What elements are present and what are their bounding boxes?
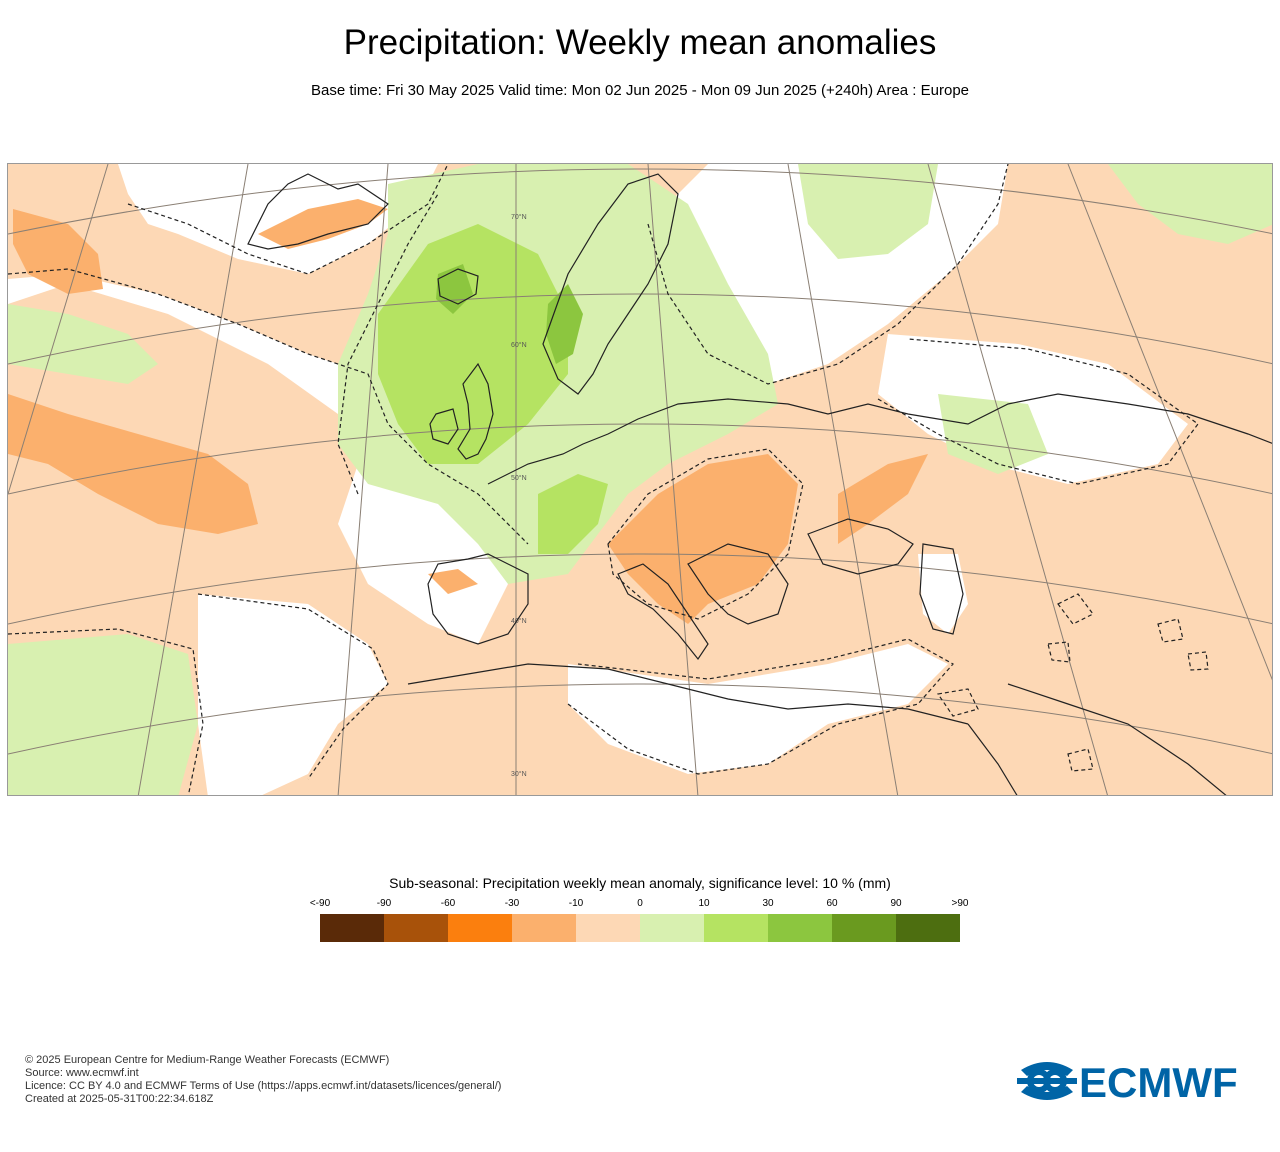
legend-tick: >90 <box>951 898 969 909</box>
footer: © 2025 European Centre for Medium-Range … <box>25 1054 501 1106</box>
dry-area-greenland <box>258 199 388 249</box>
coastline-black-sea <box>807 518 914 575</box>
coastline-north-africa <box>407 663 969 725</box>
legend-tick: 0 <box>637 898 643 909</box>
legend-tick: -90 <box>376 898 392 909</box>
legend-tick: 10 <box>698 898 710 909</box>
neutral-area-south-atlantic <box>198 594 388 795</box>
coastline-ireland <box>429 408 459 445</box>
ecmwf-logo-icon: ECMWF <box>1017 1059 1238 1106</box>
lat-label-50n: 50°N <box>511 474 527 482</box>
dry-area-north-africa <box>428 569 478 594</box>
legend-tick: 90 <box>890 898 902 909</box>
lat-label-70n: 70°N <box>511 213 527 221</box>
logo-wordmark: ECMWF <box>1079 1059 1238 1104</box>
neutral-area-mediterranean-south <box>568 644 948 774</box>
significance-contours <box>8 164 1209 795</box>
neutral-area-caspian <box>918 554 968 634</box>
wet-weak-area-subtropical-atlantic <box>8 634 198 795</box>
legend-tick: <-90 <box>309 898 331 909</box>
dry-area-black-sea <box>838 454 928 544</box>
legend-swatch <box>896 914 960 942</box>
coastlines <box>247 173 1272 795</box>
chart-subtitle: Base time: Fri 30 May 2025 Valid time: M… <box>310 82 969 99</box>
lat-label-60n: 60°N <box>511 341 527 349</box>
legend-title: Sub-seasonal: Precipitation weekly mean … <box>389 875 891 891</box>
dry-area-balkans <box>608 454 798 624</box>
wet-weak-area-arctic-russia <box>798 164 938 259</box>
map-canvas: 70°N 60°N 50°N 40°N 30°N <box>8 164 1272 795</box>
coastline-continent <box>487 393 1272 485</box>
legend-swatch <box>448 914 512 942</box>
wet-weak-area-caucasus <box>938 394 1048 474</box>
legend-swatch <box>320 914 384 942</box>
wet-weak-area-labrador-sea <box>8 304 158 384</box>
legend-swatch <box>512 914 576 942</box>
chart-title: Precipitation: Weekly mean anomalies <box>343 23 937 62</box>
ecmwf-logo: ECMWF <box>1017 1058 1257 1106</box>
wet-strong-area-iceland-sea <box>436 264 473 314</box>
created-text: Created at 2025-05-31T00:22:34.618Z <box>25 1093 214 1105</box>
legend-swatch <box>576 914 640 942</box>
legend-tick: 30 <box>762 898 774 909</box>
lat-label-40n: 40°N <box>511 617 527 625</box>
coastline-red-sea <box>967 723 1018 795</box>
coastline-caspian <box>919 543 964 635</box>
precipitation-anomaly-map[interactable]: 70°N 60°N 50°N 40°N 30°N <box>7 163 1273 796</box>
legend-swatch <box>640 914 704 942</box>
latitude-labels: 70°N 60°N 50°N 40°N 30°N <box>511 213 527 778</box>
coastline-balkans <box>687 543 789 625</box>
coastline-scandinavia <box>542 173 679 395</box>
wet-moderate-area-alps <box>538 474 608 554</box>
legend-swatch <box>832 914 896 942</box>
legend-swatch <box>768 914 832 942</box>
coastline-greenland <box>247 173 389 250</box>
legend-tick: -30 <box>504 898 520 909</box>
neutral-area-central-russia <box>878 334 1188 484</box>
coastline-iceland <box>437 268 479 305</box>
lat-label-30n: 30°N <box>511 770 527 778</box>
coastline-britain <box>457 362 494 460</box>
coastline-arabia <box>1007 683 1227 795</box>
legend-tick: -60 <box>440 898 456 909</box>
coastline-italy <box>617 563 709 661</box>
legend-tick: 60 <box>826 898 838 909</box>
dry-area-mid-atlantic <box>8 394 258 534</box>
legend-swatch <box>384 914 448 942</box>
legend-ticks: <-90 -90 -60 -30 -10 0 10 30 60 90 >90 <box>288 898 992 910</box>
legend-swatch <box>704 914 768 942</box>
neutral-area-atlantic-band <box>8 274 528 644</box>
coastline-iberia <box>427 553 529 645</box>
neutral-area-arctic-atlantic <box>118 164 438 274</box>
source-text: Source: www.ecmwf.int <box>25 1067 139 1079</box>
wet-weak-area-russia-east <box>1108 164 1272 244</box>
legend-tick: -10 <box>568 898 584 909</box>
copyright-text: © 2025 European Centre for Medium-Range … <box>25 1054 390 1066</box>
wet-strong-area-norway <box>546 284 583 364</box>
legend-colorbar <box>320 914 960 942</box>
licence-text: Licence: CC BY 4.0 and ECMWF Terms of Us… <box>25 1080 502 1092</box>
wet-moderate-area-british-isles <box>378 224 568 464</box>
